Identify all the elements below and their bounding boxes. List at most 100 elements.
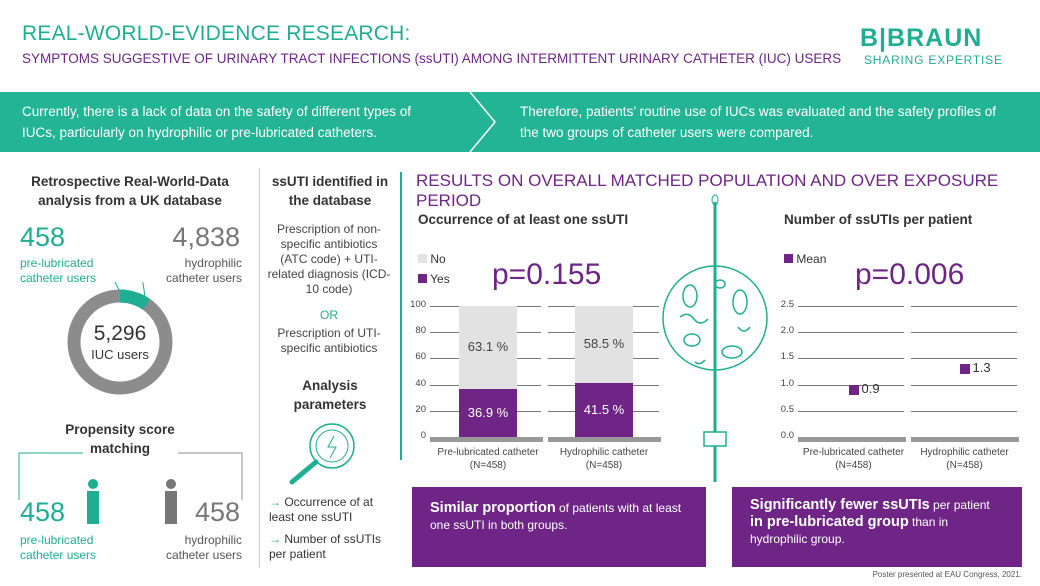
total-label: IUC users <box>91 347 149 362</box>
conclusion-1-bold: Similar proportion <box>430 500 556 516</box>
chart2-pvalue: p=0.006 <box>855 258 965 291</box>
conclusion-box-1: Similar proportion of patients with at l… <box>412 487 706 567</box>
y-tick-label: 100 <box>410 299 426 310</box>
y-tick-label: 2.0 <box>780 325 794 337</box>
arrow-right-icon: → <box>269 532 281 546</box>
matched-pre-label: pre-lubricated catheter users <box>20 533 97 562</box>
matched-pre-count: 458 <box>20 497 66 527</box>
brand-tagline: SHARING EXPERTISE <box>864 53 1003 67</box>
x-category-label: Pre-lubricated catheter <box>437 447 539 458</box>
gridline <box>798 332 904 334</box>
catheter-bacteria-illustration <box>662 194 768 482</box>
baseline <box>911 437 1019 442</box>
y-tick-label: 2.5 <box>780 299 794 310</box>
gridline <box>911 306 1017 307</box>
gridline <box>911 410 1017 412</box>
legend-swatch <box>418 274 427 283</box>
x-category-label: Pre-lubricated catheter <box>802 447 905 458</box>
x-category-label: Hydrophilic catheter <box>559 447 649 458</box>
legend-yes: Yes <box>418 272 450 286</box>
definition-2: Prescription of UTI-specific antibiotics <box>277 326 381 355</box>
gridline <box>911 332 1017 334</box>
param-2: → Number of ssUTIs per patient <box>269 532 394 562</box>
study-heading: Retrospective Real-World-Data analysis f… <box>31 174 229 208</box>
person-icon-teal <box>87 479 99 524</box>
population-donut <box>67 282 173 395</box>
bar-yes <box>575 382 633 437</box>
baseline <box>430 437 543 442</box>
x-category-n: (N=458) <box>469 460 507 471</box>
magnifier-icon <box>289 423 355 485</box>
baseline <box>548 437 661 442</box>
pre-count: 458 <box>20 222 66 252</box>
bar-no <box>459 306 517 389</box>
param-2-label: Number of ssUTIs per patient <box>269 532 382 561</box>
total-count: 5,296 <box>93 322 147 345</box>
bar-no-label: 63.1 % <box>467 339 509 355</box>
param-1-label: Occurrence of at least one ssUTI <box>269 495 374 524</box>
mean-point <box>848 384 859 395</box>
or-label: OR <box>320 308 338 322</box>
psm-heading: Propensity score matching <box>65 422 175 456</box>
chart1-title: Occurrence of at least one ssUTI <box>418 212 629 227</box>
x-category-n: (N=458) <box>585 460 623 471</box>
baseline <box>798 437 906 442</box>
legend-swatch <box>784 254 793 263</box>
legend-no: No <box>418 252 446 266</box>
person-icon-gray <box>165 479 177 524</box>
page-title: REAL-WORLD-EVIDENCE RESEARCH: <box>22 22 411 45</box>
bar-no <box>575 306 633 383</box>
y-tick-label: 40 <box>415 377 426 389</box>
gridline <box>798 410 904 412</box>
conclusion-2-bold: in pre-lubricated group <box>750 514 909 530</box>
legend-label: Mean <box>796 252 827 266</box>
mean-label: 0.9 <box>861 380 880 396</box>
matched-hyd-count: 458 <box>194 497 240 527</box>
chart1-pvalue: p=0.155 <box>492 258 602 291</box>
y-tick-label: 1.5 <box>780 351 794 363</box>
divider <box>259 168 260 568</box>
x-category-n: (N=458) <box>946 460 983 471</box>
conclusion-2-bold: Significantly fewer ssUTIs <box>750 497 930 513</box>
conclusion-2-text: than in hydrophilic group. <box>750 515 949 546</box>
chevron-right-icon <box>469 92 496 152</box>
gridline <box>798 306 904 307</box>
intro-band: Currently, there is a lack of data on th… <box>0 92 1040 152</box>
chart2: 0.0 0.5 1.0 1.5 2.0 2.5 Pre-lubricated cathete… <box>760 299 1030 480</box>
y-tick-label: 80 <box>415 325 426 337</box>
param-1: → Occurrence of at least one ssUTI <box>269 495 394 525</box>
definition-1: Prescription of non-specific antibiotics… <box>267 222 391 296</box>
bar-yes-label: 41.5 % <box>583 401 625 417</box>
hyd-label: hydrophilic catheter users <box>165 256 242 285</box>
footer-note: Poster presented at EAU Congress, 2021. <box>872 570 1022 579</box>
mean-label: 1.3 <box>972 359 991 375</box>
pre-label: pre-lubricated catheter users <box>20 256 97 285</box>
ssuti-heading: ssUTI identified in the database <box>271 174 389 208</box>
mean-point <box>959 363 970 374</box>
chart2-title: Number of ssUTIs per patient <box>784 212 973 227</box>
conclusion-2-text: per patient <box>929 498 990 512</box>
intro-right: Therefore, patients’ routine use of IUCs… <box>520 104 997 140</box>
y-tick-label: 60 <box>415 351 426 363</box>
intro-left: Currently, there is a lack of data on th… <box>22 104 411 140</box>
conclusion-1-text: of patients with at least one ssUTI in b… <box>430 501 682 532</box>
bar-yes <box>459 388 517 437</box>
arrow-right-icon: → <box>269 495 281 509</box>
conclusion-box-2: Significantly fewer ssUTIs per patient i… <box>732 487 1022 567</box>
y-tick-label: 20 <box>415 403 426 415</box>
hyd-count: 4,838 <box>172 222 240 252</box>
matching-bracket <box>18 452 243 500</box>
y-tick-label: 0.5 <box>780 403 794 415</box>
x-category-n: (N=458) <box>835 460 872 471</box>
bar-no-label: 58.5 % <box>583 336 625 352</box>
legend-mean: Mean <box>784 252 826 266</box>
x-category-label: Hydrophilic catheter <box>920 447 1009 458</box>
legend-label: No <box>430 252 446 266</box>
y-tick-label: 1.0 <box>780 377 794 389</box>
y-tick-label: 0.0 <box>780 430 794 441</box>
page-subtitle: SYMPTOMS SUGGESTIVE OF URINARY TRACT INF… <box>22 51 842 66</box>
params-heading: Analysis parameters <box>293 378 367 412</box>
gridline <box>911 384 1017 386</box>
legend-label: Yes <box>430 272 450 286</box>
legend-swatch <box>418 254 427 263</box>
